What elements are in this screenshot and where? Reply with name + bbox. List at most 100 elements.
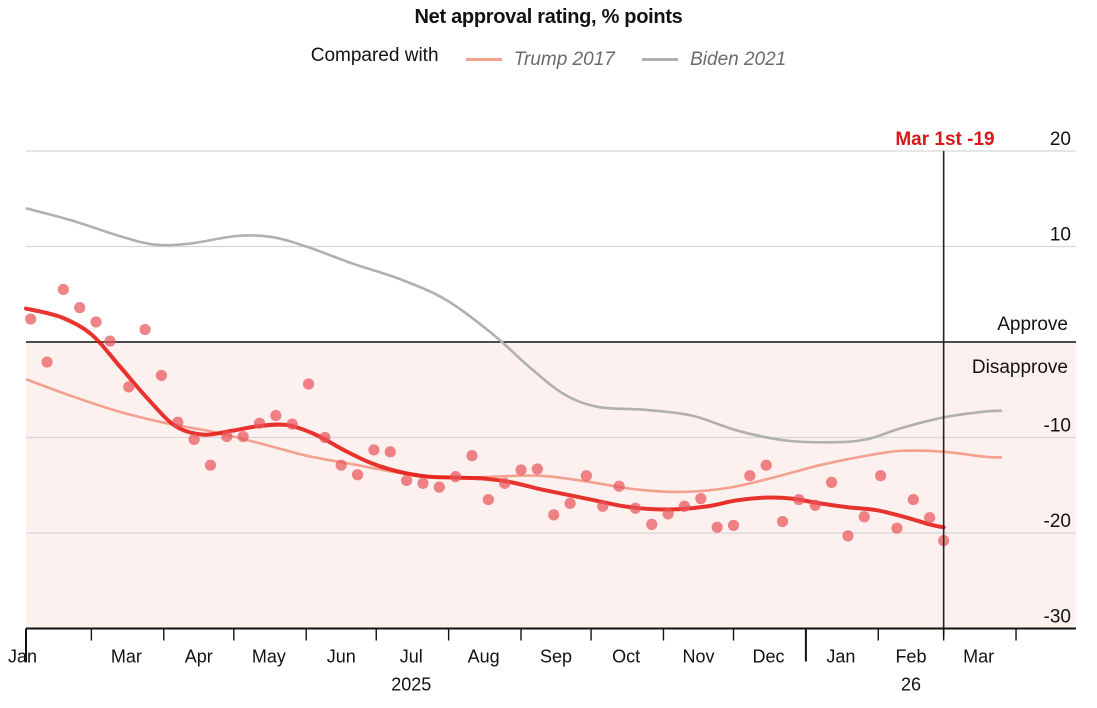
poll-dot: [286, 418, 298, 430]
disapprove-zone-fill: [26, 342, 1076, 629]
poll-dot: [139, 323, 151, 336]
poll-dot: [90, 316, 102, 328]
x-tick-label: Nov: [682, 647, 714, 667]
poll-dot: [499, 477, 511, 489]
poll-dot: [858, 511, 870, 523]
y-tick-label: -10: [1044, 416, 1071, 437]
poll-dot: [875, 470, 887, 482]
poll-dot: [450, 471, 462, 483]
x-year-label: 2025: [391, 675, 431, 695]
x-tick-label: Dec: [753, 647, 785, 667]
poll-dot: [221, 430, 233, 443]
legend-item-trump-2017: Trump 2017: [465, 48, 615, 71]
x-tick-label: May: [252, 647, 286, 667]
poll-dot: [466, 450, 478, 462]
legend-prefix: Compared with: [310, 45, 439, 66]
series-line-biden-2021: [25, 207, 1003, 444]
x-tick-label: Mar: [963, 647, 994, 667]
x-tick-label: Feb: [895, 647, 926, 667]
poll-dot: [842, 530, 854, 542]
poll-dot: [482, 493, 494, 506]
poll-dot: [368, 444, 380, 456]
marker-annotation: Mar 1st -19: [895, 129, 994, 150]
x-tick-label: Jun: [327, 647, 356, 667]
legend-label-trump-2017: Trump 2017: [513, 48, 615, 70]
y-tick-label: 20: [1050, 129, 1071, 150]
poll-dots: [25, 283, 950, 547]
poll-dot: [744, 470, 756, 482]
approve-label: Approve: [997, 314, 1068, 335]
legend-item-biden-2021: Biden 2021: [642, 49, 786, 71]
x-tick-label: Oct: [612, 647, 640, 667]
y-tick-label: 10: [1050, 225, 1071, 246]
poll-dot: [695, 493, 707, 505]
gridlines: [26, 150, 1076, 534]
y-tick-label: -20: [1044, 511, 1071, 532]
poll-dot: [727, 519, 740, 531]
poll-dot: [172, 416, 184, 428]
poll-dot: [302, 378, 315, 390]
poll-dot: [104, 335, 116, 347]
poll-dot: [204, 459, 217, 471]
poll-dot: [351, 469, 364, 481]
disapprove-label: Disapprove: [972, 357, 1068, 378]
poll-dot: [253, 417, 266, 429]
series-line-trump-2025-trend: [24, 306, 946, 530]
poll-dot: [74, 302, 86, 314]
legend-label-biden-2021: Biden 2021: [690, 48, 787, 70]
poll-dot: [809, 499, 821, 511]
poll-dot: [401, 474, 413, 487]
poll-dot: [662, 508, 674, 520]
poll-dot: [924, 512, 936, 524]
poll-dot: [384, 446, 396, 458]
legend: Compared with Trump 2017 Biden 2021: [0, 45, 1097, 71]
poll-dot: [597, 500, 609, 512]
poll-dot: [907, 493, 919, 506]
disapprove-zone: [26, 342, 1076, 629]
poll-dot: [531, 463, 543, 475]
chart-title: Net approval rating, % points: [414, 6, 683, 28]
poll-dot: [629, 502, 642, 514]
poll-dot: [155, 369, 168, 382]
x-tick-label: Aug: [468, 647, 500, 667]
x-tick-label: Mar: [111, 647, 142, 667]
x-tick-label: Apr: [185, 647, 213, 667]
poll-dot: [564, 497, 576, 509]
poll-dot: [891, 522, 903, 534]
poll-dot: [580, 470, 593, 482]
x-tick-label: Jan: [826, 647, 855, 667]
poll-dot: [825, 476, 838, 488]
y-tick-label: -30: [1044, 607, 1071, 628]
poll-dot: [270, 409, 282, 422]
poll-dot: [417, 477, 429, 489]
x-tick-label: Sep: [540, 647, 572, 667]
series-line-trump-2017: [25, 378, 1003, 494]
poll-dot: [711, 521, 723, 533]
x-tick-label: Jul: [400, 647, 423, 667]
poll-dot: [123, 381, 135, 393]
x-tick-label: Jan: [8, 647, 37, 667]
x-axis: Jan Mar Apr May Jun Jul 2025 Aug Sep Oct Nov Dec Jan…: [8, 151, 1076, 695]
poll-dot: [188, 433, 200, 446]
poll-dot: [678, 500, 691, 512]
labels: 20 10 -10 -20 -30 Approve Disapprove Mar 1st -1…: [895, 129, 1071, 628]
poll-dot: [548, 509, 560, 521]
poll-dot: [335, 459, 347, 471]
poll-dot: [646, 518, 658, 531]
legend-swatch-biden-2021: [642, 58, 679, 61]
series-lines: [24, 207, 1003, 530]
poll-dot: [776, 515, 789, 528]
poll-dot: [613, 480, 625, 492]
poll-dot: [433, 481, 445, 493]
poll-dot: [41, 356, 53, 368]
poll-dot: [319, 431, 331, 444]
poll-dot: [515, 464, 527, 476]
poll-dot: [760, 459, 772, 471]
poll-dot: [793, 493, 805, 506]
x-year-label: 26: [901, 675, 921, 695]
poll-dot: [57, 283, 69, 296]
poll-dot: [25, 313, 37, 325]
poll-dot: [237, 430, 249, 443]
legend-swatch-trump-2017: [465, 58, 502, 61]
